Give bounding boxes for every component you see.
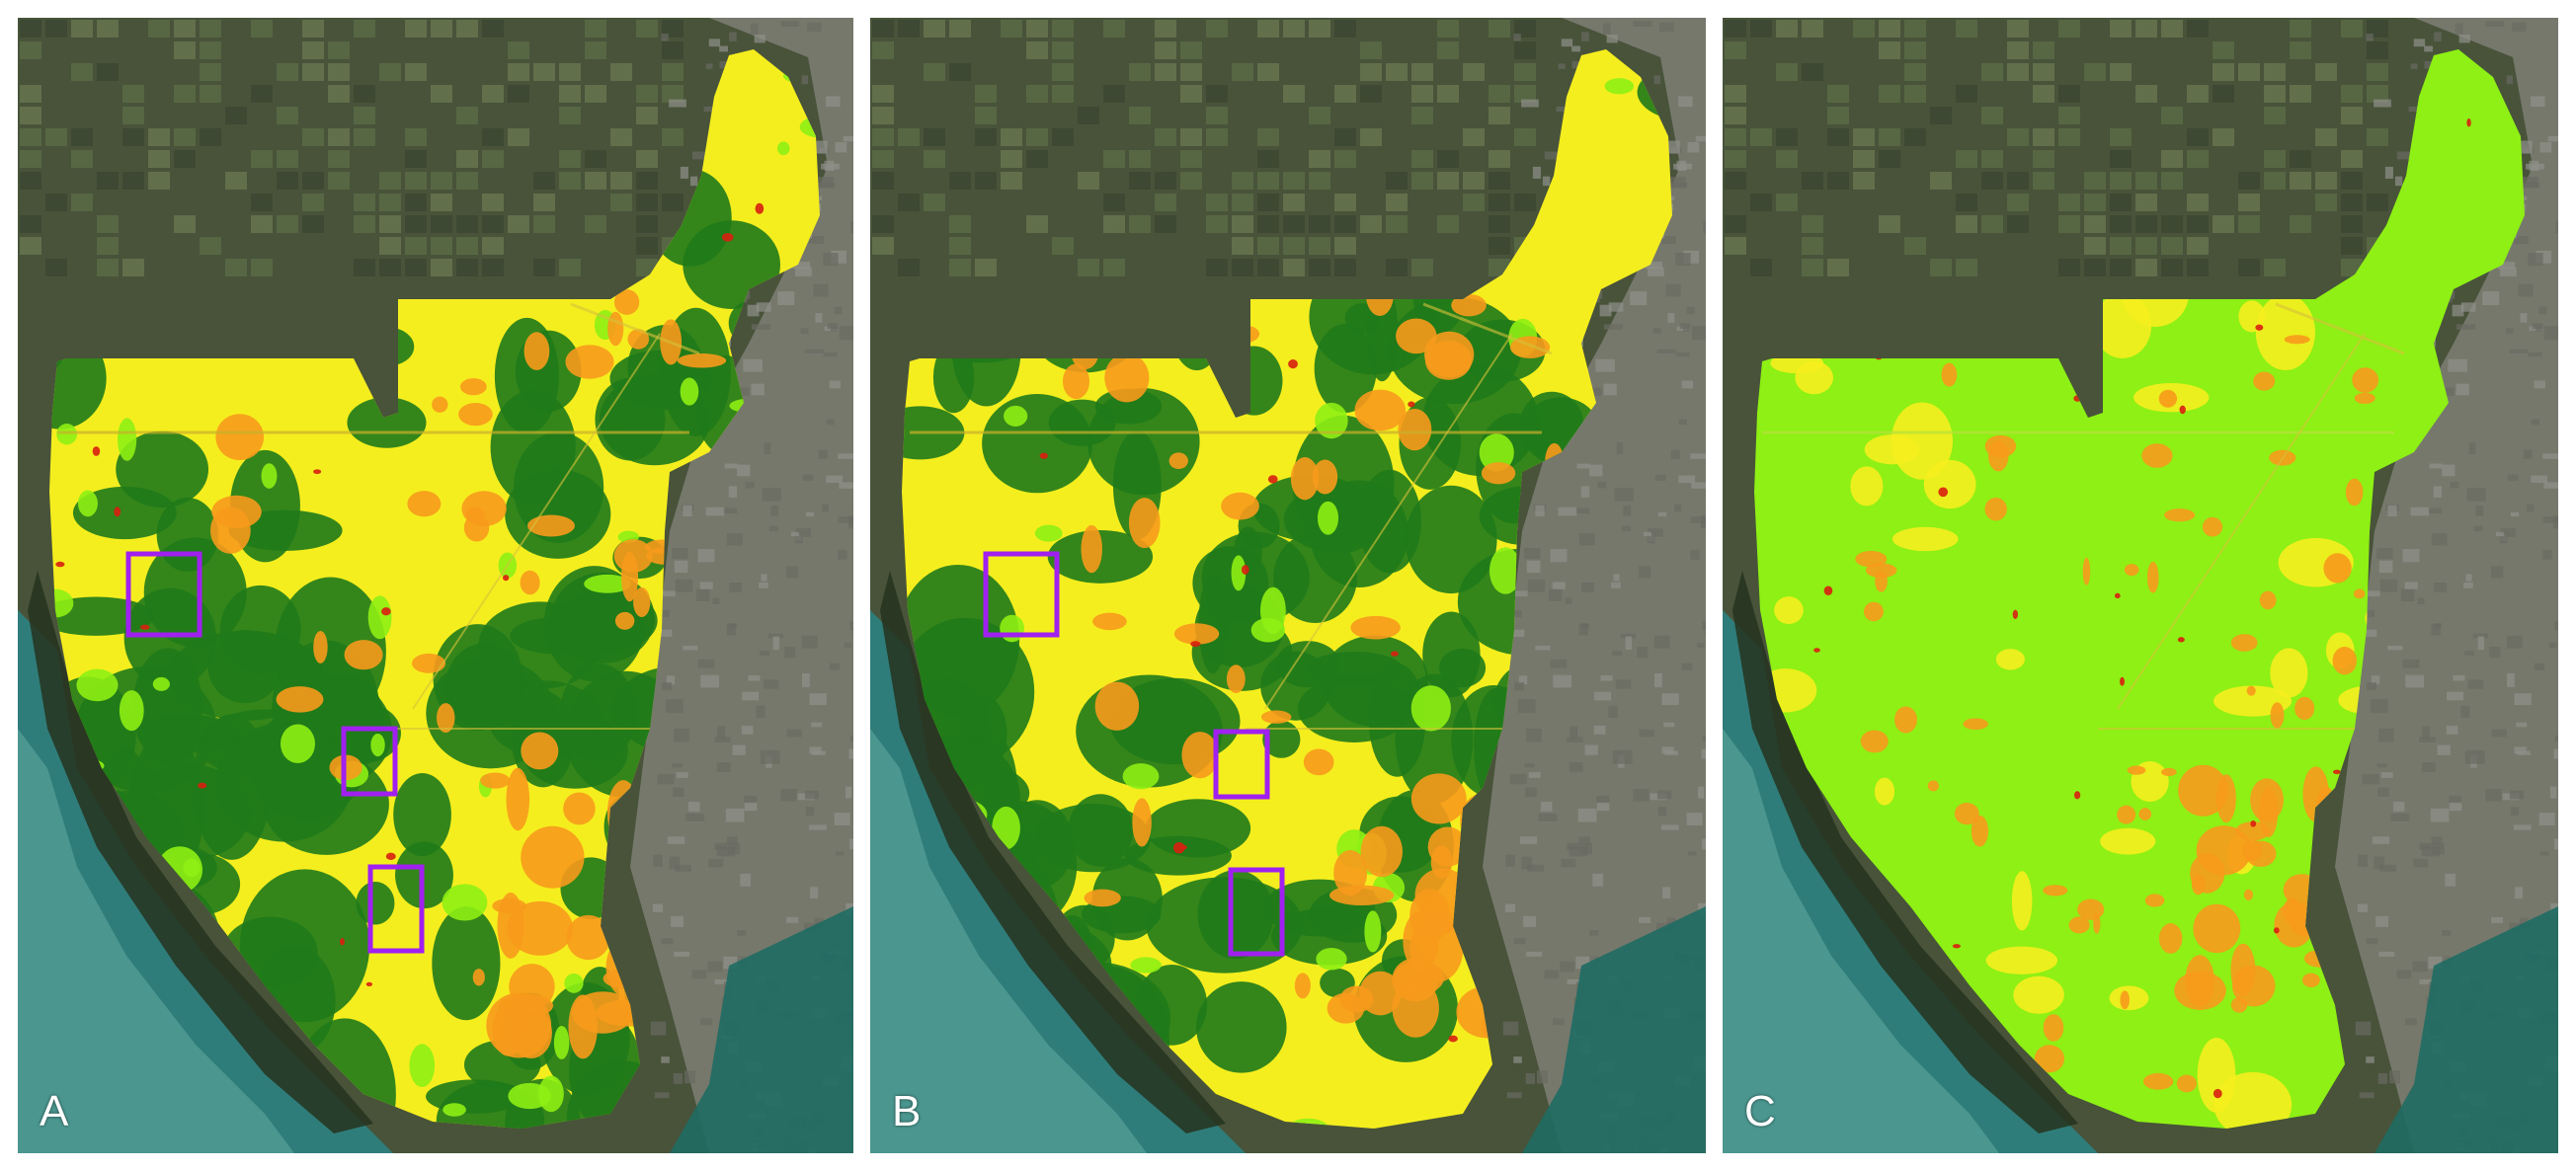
- highlight-box-2: [341, 726, 398, 797]
- coastal-water: [18, 610, 853, 1153]
- panel-a: A: [18, 18, 853, 1153]
- highlight-box-3: [367, 864, 425, 954]
- panel-label-b: B: [892, 1087, 922, 1135]
- panel-label-a: A: [40, 1087, 69, 1135]
- panel-c: C: [1723, 18, 2558, 1153]
- map-c: [1723, 18, 2558, 1153]
- coastal-water: [870, 610, 1706, 1153]
- highlight-box-2: [1213, 729, 1270, 800]
- panel-label-c: C: [1744, 1087, 1776, 1135]
- farmland-texture: [872, 20, 1536, 276]
- farmland-texture: [1725, 20, 2388, 276]
- map-b: [870, 18, 1706, 1153]
- map-a: [18, 18, 853, 1153]
- highlight-box-1: [983, 551, 1060, 638]
- farmland-texture: [20, 20, 684, 276]
- highlight-box-3: [1228, 867, 1285, 957]
- panel-b: B: [870, 18, 1706, 1153]
- highlight-box-1: [125, 551, 202, 638]
- coastal-water: [1723, 610, 2558, 1153]
